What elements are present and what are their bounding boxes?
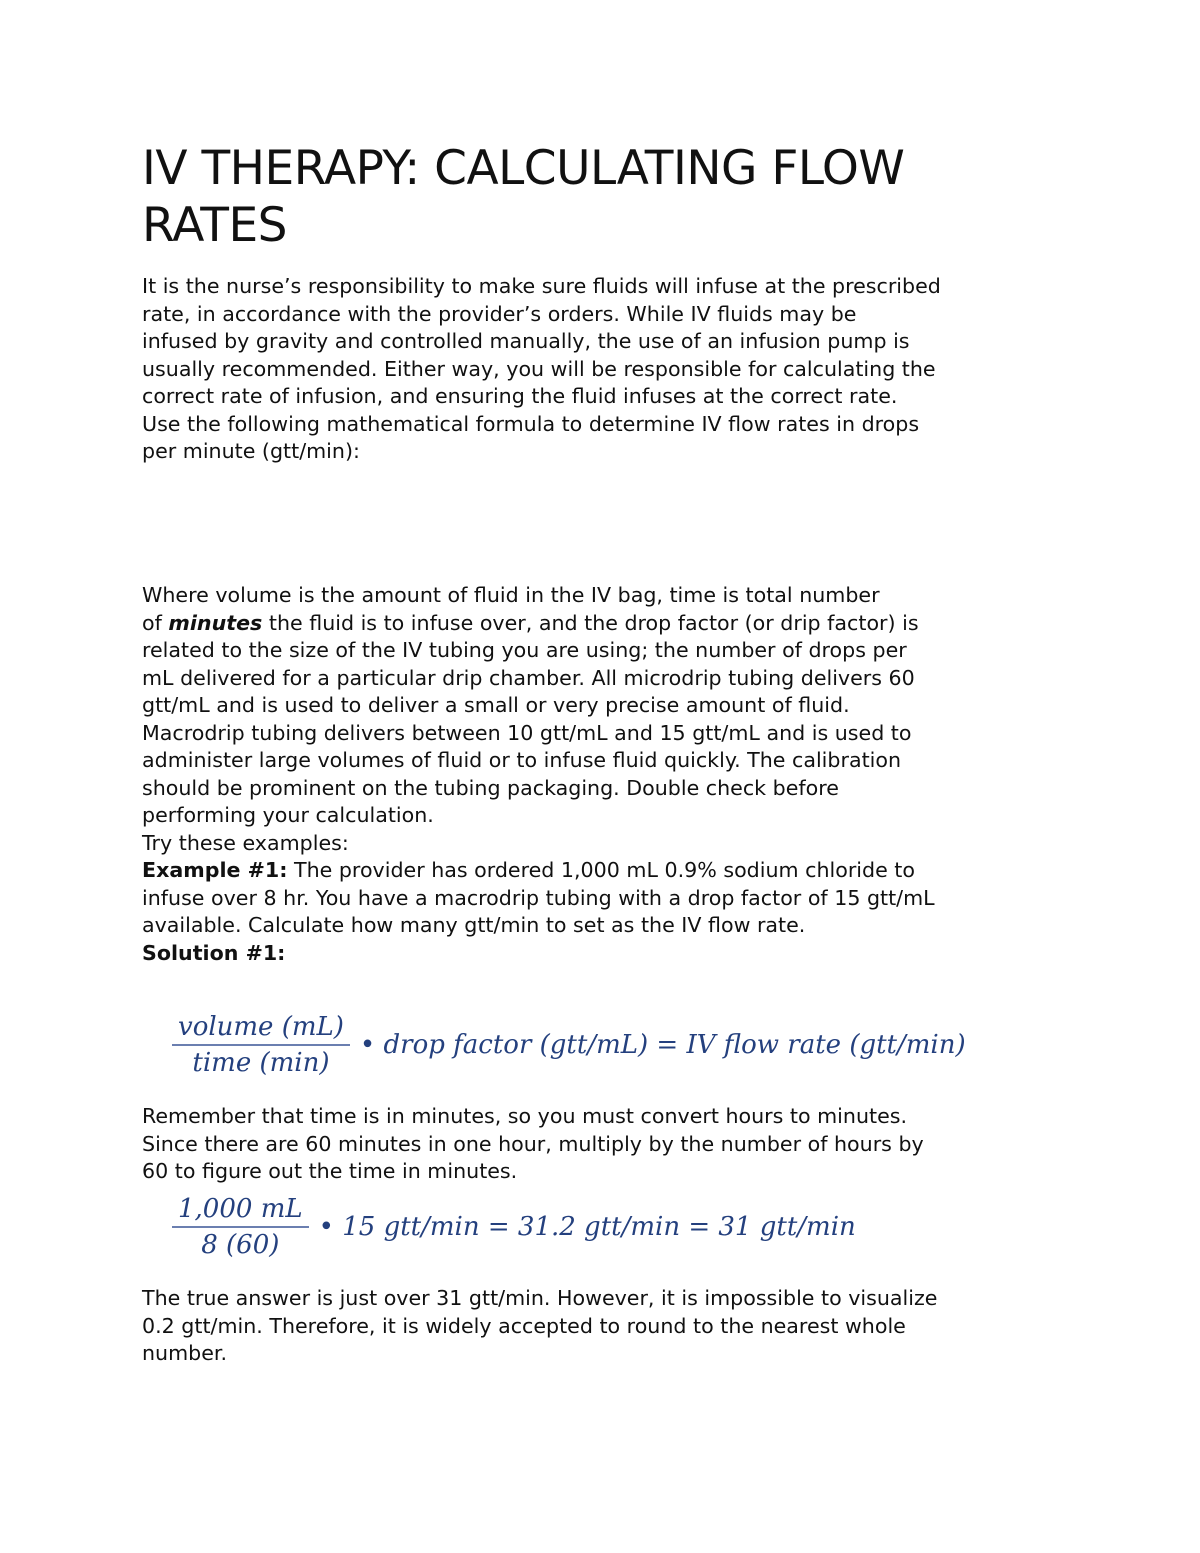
text-line: available. Calculate how many gtt/min to… [142, 913, 806, 937]
text-line: gtt/mL and is used to deliver a small or… [142, 693, 850, 717]
text-run: of [142, 610, 169, 635]
text-run: The provider has ordered 1,000 mL 0.9% s… [287, 858, 915, 882]
example-label: Example #1: [142, 858, 288, 882]
text-line: Example #1: The provider has ordered 1,0… [142, 857, 935, 885]
title-line: IV THERAPY: CALCULATING FLOW [142, 141, 905, 196]
text-line: usually recommended. Either way, you wil… [142, 356, 936, 381]
text-line: 0.2 gtt/min. Therefore, it is widely acc… [142, 1313, 906, 1338]
intro-paragraph: It is the nurse’s responsibility to make… [142, 273, 941, 466]
text-line: Since there are 60 minutes in one hour, … [142, 1131, 924, 1156]
text-line: Solution #1: [142, 940, 935, 968]
formula-general: volume (mL) time (min) • drop factor (gt… [172, 1012, 966, 1078]
text-line: Where volume is the amount of fluid in t… [142, 583, 880, 607]
emphasis-minutes: minutes [168, 610, 263, 635]
text-line: Remember that time is in minutes, so you… [142, 1104, 908, 1128]
formula-denominator: 8 (60) [201, 1230, 280, 1260]
text-line: It is the nurse’s responsibility to make… [142, 274, 941, 298]
closing-paragraph: The true answer is just over 31 gtt/min.… [142, 1285, 937, 1368]
formula-fraction: 1,000 mL 8 (60) [172, 1194, 309, 1260]
formula-rest: • drop factor (gtt/mL) = IV flow rate (g… [359, 1030, 966, 1060]
page-title: IV THERAPY: CALCULATING FLOW RATES [142, 140, 905, 254]
text-line: mL delivered for a particular drip chamb… [142, 665, 915, 690]
text-line: Try these examples: [142, 830, 349, 855]
formula-denominator: time (min) [192, 1048, 330, 1078]
text-line: per minute (gtt/min): [142, 439, 360, 463]
title-line: RATES [142, 198, 288, 253]
text-line: 60 to figure out the time in minutes. [142, 1159, 518, 1183]
formula-rest: • 15 gtt/min = 31.2 gtt/min = 31 gtt/min [318, 1212, 856, 1242]
text-line: infused by gravity and controlled manual… [142, 329, 910, 353]
formula-numerator: volume (mL) [172, 1012, 350, 1046]
formula-fraction: volume (mL) time (min) [172, 1012, 350, 1078]
formula-numerator: 1,000 mL [172, 1194, 309, 1228]
text-line: infuse over 8 hr. You have a macrodrip t… [142, 885, 935, 910]
text-line: should be prominent on the tubing packag… [142, 775, 839, 800]
text-line: Macrodrip tubing delivers between 10 gtt… [142, 720, 912, 745]
text-run: the fluid is to infuse over, and the dro… [262, 610, 919, 635]
text-line: rate, in accordance with the provider’s … [142, 301, 857, 326]
formula-example: 1,000 mL 8 (60) • 15 gtt/min = 31.2 gtt/… [172, 1194, 856, 1260]
text-line: related to the size of the IV tubing you… [142, 638, 907, 662]
text-line: performing your calculation. [142, 803, 434, 827]
text-line: Use the following mathematical formula t… [142, 411, 920, 436]
text-line: of minutes the fluid is to infuse over, … [142, 610, 935, 638]
text-line: administer large volumes of fluid or to … [142, 748, 902, 772]
solution-label: Solution #1: [142, 940, 286, 965]
remember-paragraph: Remember that time is in minutes, so you… [142, 1103, 924, 1186]
where-paragraph: Where volume is the amount of fluid in t… [142, 582, 935, 967]
text-line: The true answer is just over 31 gtt/min.… [142, 1286, 938, 1310]
text-line: number. [142, 1341, 228, 1365]
text-line: correct rate of infusion, and ensuring t… [142, 384, 898, 408]
